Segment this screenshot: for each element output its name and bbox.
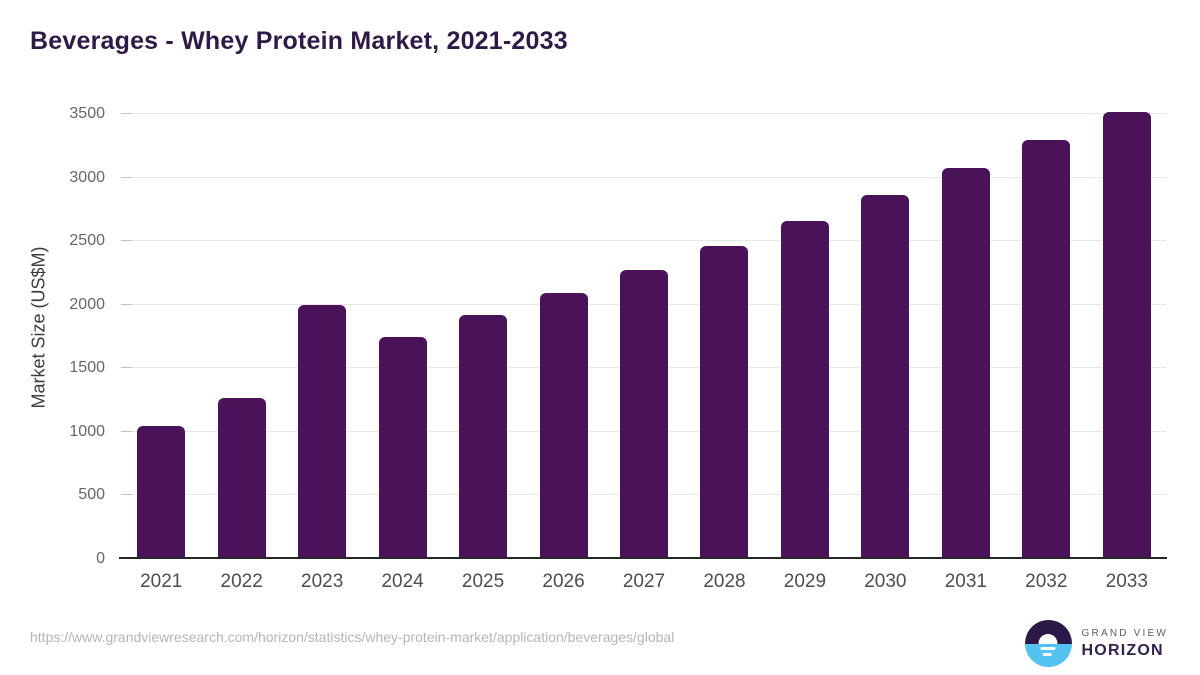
- brand-name-top: GRAND VIEW: [1081, 627, 1168, 639]
- y-tick-label-3500: 3500: [69, 105, 105, 123]
- y-tick-mark-2500: [121, 240, 132, 242]
- bar-2026: [539, 293, 588, 559]
- bar-2031: [941, 168, 990, 559]
- source-url: https://www.grandviewresearch.com/horizo…: [30, 629, 675, 645]
- sun-reflection-dash: [1042, 652, 1052, 656]
- y-tick-label-0: 0: [96, 550, 105, 567]
- bar-2032: [1022, 140, 1071, 559]
- brand-logo: GRAND VIEW HORIZON: [1024, 620, 1168, 667]
- y-tick-label-1000: 1000: [69, 422, 105, 440]
- y-tick-mark-3500: [121, 113, 132, 115]
- x-tick-label-2021: 2021: [140, 571, 183, 592]
- bar-2033: [1102, 111, 1151, 559]
- sun-reflection-dash: [1040, 646, 1056, 650]
- x-tick-label-2032: 2032: [1025, 571, 1068, 592]
- gridline-2500: [121, 240, 1167, 242]
- bar-2025: [459, 314, 508, 559]
- plot-area: 2021 2022 2023 2024 2025 2026 2027 2028 2029 2030…: [119, 95, 1167, 592]
- x-tick-label-2028: 2028: [703, 571, 746, 592]
- bar-2030: [861, 195, 910, 559]
- y-tick-mark-500: [121, 494, 132, 496]
- bar-2023: [298, 304, 347, 559]
- bar-2029: [780, 220, 829, 559]
- y-tick-mark-1000: [121, 430, 132, 432]
- x-tick-label-2026: 2026: [542, 571, 585, 592]
- y-tick-label-2000: 2000: [69, 295, 105, 313]
- y-tick-label-1500: 1500: [69, 359, 105, 377]
- x-tick-label-2024: 2024: [381, 571, 424, 592]
- x-tick-label-2027: 2027: [622, 571, 666, 592]
- y-tick-label-3000: 3000: [69, 168, 105, 186]
- gridline-3000: [121, 176, 1167, 178]
- y-tick-mark-1500: [121, 367, 132, 369]
- brand-name-bottom: HORIZON: [1081, 641, 1164, 659]
- brand-text: GRAND VIEW HORIZON: [1082, 628, 1168, 660]
- gridline-3500: [121, 113, 1167, 115]
- x-axis-line: [119, 557, 1167, 559]
- x-tick-label-2023: 2023: [301, 571, 344, 592]
- bar-2028: [700, 246, 749, 559]
- y-tick-mark-3000: [121, 176, 132, 178]
- sun-icon: [1038, 633, 1058, 644]
- bar-2024: [378, 337, 427, 559]
- x-tick-label-2033: 2033: [1105, 571, 1148, 592]
- bar-2022: [217, 398, 266, 559]
- bar-2027: [620, 270, 668, 559]
- x-tick-label-2022: 2022: [220, 571, 263, 592]
- y-tick-mark-2000: [121, 303, 132, 305]
- chart-title: Beverages - Whey Protein Market, 2021-20…: [30, 27, 568, 55]
- logo-sky-half: [1024, 620, 1072, 644]
- sunrise-horizon-icon: [1024, 620, 1072, 667]
- y-axis-ticks: 0 500 1000 1500 2000 2500 3000 3500: [30, 95, 105, 567]
- x-tick-label-2030: 2030: [864, 571, 907, 592]
- x-tick-label-2031: 2031: [944, 571, 987, 592]
- x-tick-label-2029: 2029: [783, 571, 827, 592]
- bar-2021: [137, 426, 186, 559]
- x-tick-label-2025: 2025: [461, 571, 505, 592]
- y-tick-label-500: 500: [78, 486, 105, 504]
- y-tick-label-2500: 2500: [69, 232, 105, 250]
